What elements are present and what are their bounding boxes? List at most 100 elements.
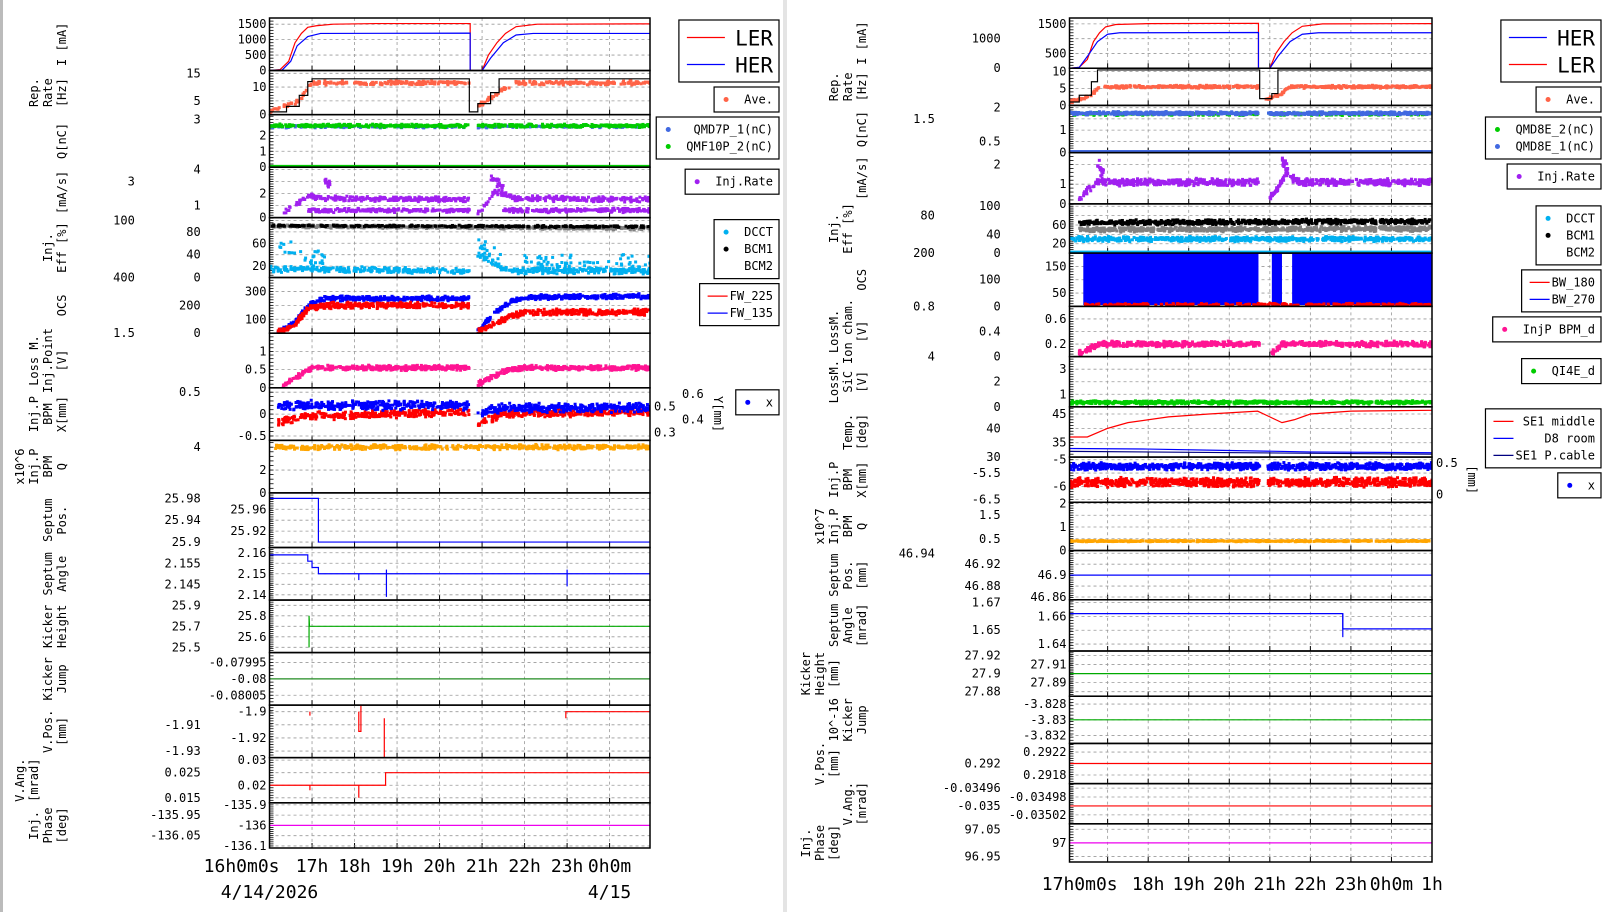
data-point [646, 80, 650, 84]
data-point [617, 225, 621, 229]
data-point [341, 299, 345, 303]
data-point [472, 226, 476, 230]
data-point [466, 207, 470, 211]
data-point [282, 325, 286, 329]
data-point [357, 81, 361, 85]
data-point [589, 208, 593, 212]
data-point [547, 225, 551, 229]
data-point [490, 125, 494, 129]
data-point [401, 80, 405, 84]
data-point [547, 267, 551, 271]
data-point [372, 266, 376, 270]
y-tick-label: 2 [259, 187, 266, 201]
data-point [358, 302, 362, 306]
data-point [542, 259, 546, 263]
data-point [370, 268, 374, 272]
data-point [530, 82, 534, 86]
data-point [540, 210, 544, 214]
data-point [585, 225, 589, 229]
data-point [341, 304, 345, 308]
data-point [378, 298, 382, 302]
data-point [443, 303, 447, 307]
data-point [282, 328, 286, 332]
data-point [623, 210, 627, 214]
data-point [389, 224, 393, 228]
data-point [287, 323, 291, 327]
data-point [538, 254, 542, 258]
data-point [632, 209, 636, 213]
data-point [560, 196, 564, 200]
data-point [282, 242, 286, 246]
data-point [499, 191, 503, 195]
data-point [634, 260, 638, 264]
data-point [277, 327, 281, 331]
data-point [516, 272, 520, 276]
data-point [544, 268, 548, 272]
data-point [554, 79, 558, 83]
data-point [476, 212, 480, 216]
data-point [574, 225, 578, 229]
data-point [336, 303, 340, 307]
data-point [503, 302, 507, 306]
data-point [279, 270, 283, 274]
data-point [620, 226, 624, 230]
data-point [320, 259, 324, 263]
data-point [590, 267, 594, 271]
data-point [288, 224, 292, 228]
data-point [445, 208, 449, 212]
data-point [631, 264, 635, 268]
data-point [508, 313, 512, 317]
data-point [597, 196, 601, 200]
data-point [460, 296, 464, 300]
data-point [612, 312, 616, 316]
y-tick-label: 80 [186, 225, 200, 239]
data-point [520, 296, 524, 300]
data-point [477, 103, 481, 107]
data-point [485, 256, 489, 260]
data-point [404, 225, 408, 229]
data-point [628, 228, 632, 232]
data-point [407, 195, 411, 199]
y-axis-label: Inj. [41, 233, 55, 262]
data-point [324, 304, 328, 308]
data-point [345, 297, 349, 301]
data-point [555, 208, 559, 212]
data-point [459, 125, 463, 129]
data-point [570, 294, 574, 298]
data-point [347, 199, 351, 203]
data-point [303, 258, 307, 262]
data-point [353, 81, 357, 85]
data-point [271, 270, 275, 274]
data-point [505, 225, 509, 229]
data-point [647, 227, 650, 231]
panel-frame [268, 17, 651, 72]
data-point [506, 208, 510, 212]
data-point [465, 305, 469, 309]
data-point [499, 227, 503, 231]
data-point [430, 268, 434, 272]
data-point [587, 224, 591, 228]
data-point [326, 194, 330, 198]
data-point [645, 209, 649, 213]
data-point [631, 227, 635, 231]
data-point [644, 296, 648, 300]
data-point [371, 302, 375, 306]
data-point [363, 82, 367, 86]
data-point [483, 251, 487, 255]
data-point [616, 269, 620, 273]
data-point [461, 305, 465, 309]
data-point [435, 298, 439, 302]
data-point [428, 82, 432, 86]
data-point [395, 268, 399, 272]
data-point [308, 260, 312, 264]
data-point [459, 302, 463, 306]
data-point [319, 297, 323, 301]
data-point [627, 196, 631, 200]
data-point [455, 80, 459, 84]
data-point [542, 294, 546, 298]
data-point [569, 261, 573, 265]
data-point [491, 258, 495, 262]
data-point [632, 267, 636, 271]
